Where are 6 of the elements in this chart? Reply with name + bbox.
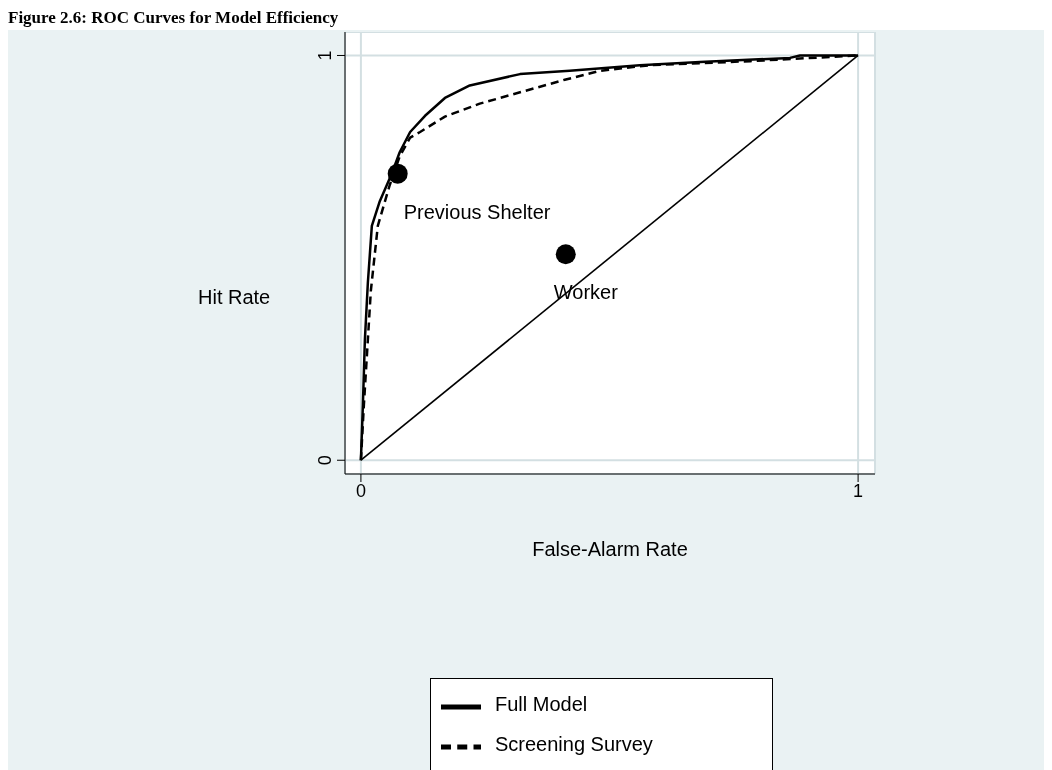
text: Figure 2.6: ROC Curves for Model Efficiency — [8, 8, 339, 28]
legend-label: Full Model — [495, 693, 588, 716]
series-label: Previous Shelter — [403, 200, 551, 223]
y-axis-title: Hit Rate — [198, 286, 271, 309]
legend-label: Screening Survey — [495, 733, 653, 756]
x-axis-title: False-Alarm Rate — [532, 538, 688, 560]
